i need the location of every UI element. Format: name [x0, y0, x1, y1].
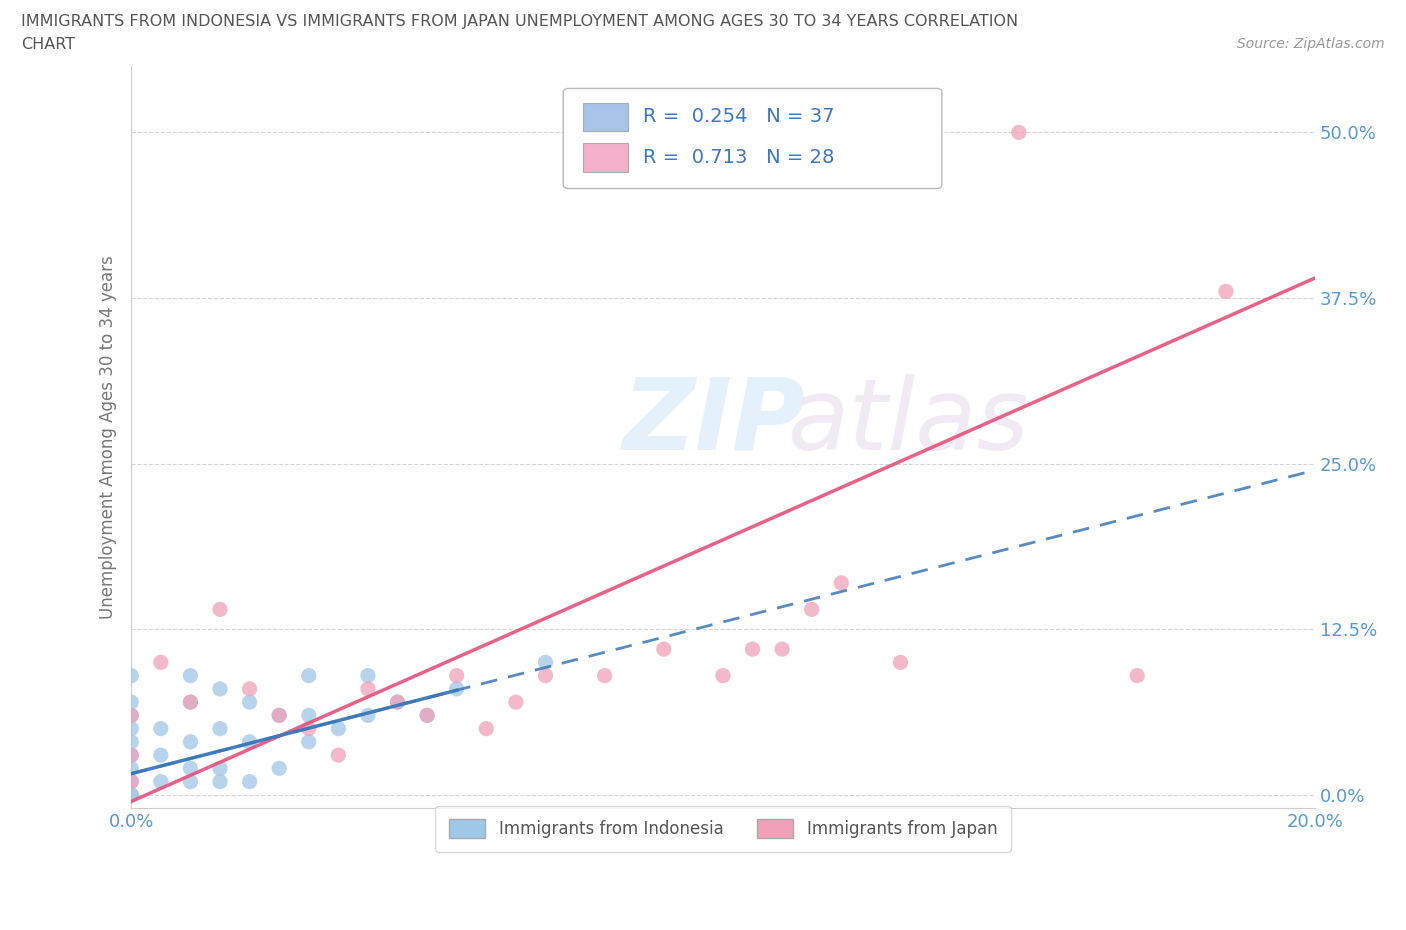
Point — [357, 668, 380, 683]
Point — [446, 668, 468, 683]
Y-axis label: Unemployment Among Ages 30 to 34 years: Unemployment Among Ages 30 to 34 years — [100, 255, 117, 619]
Point — [120, 774, 142, 789]
Text: R =  0.713   N = 28: R = 0.713 N = 28 — [643, 148, 834, 166]
Point — [770, 642, 793, 657]
Text: IMMIGRANTS FROM INDONESIA VS IMMIGRANTS FROM JAPAN UNEMPLOYMENT AMONG AGES 30 TO: IMMIGRANTS FROM INDONESIA VS IMMIGRANTS … — [21, 14, 1018, 29]
Point — [239, 774, 262, 789]
Point — [208, 682, 231, 697]
Point — [505, 695, 527, 710]
Point — [593, 668, 616, 683]
Point — [416, 708, 439, 723]
Point — [149, 721, 172, 736]
Point — [269, 708, 291, 723]
Bar — [583, 102, 628, 131]
Text: atlas: atlas — [789, 374, 1029, 471]
Point — [149, 748, 172, 763]
Text: CHART: CHART — [21, 37, 75, 52]
Point — [387, 695, 409, 710]
Text: Source: ZipAtlas.com: Source: ZipAtlas.com — [1237, 37, 1385, 51]
Point — [269, 708, 291, 723]
Point — [534, 655, 557, 670]
Point — [1126, 668, 1149, 683]
Point — [120, 788, 142, 803]
Point — [239, 735, 262, 750]
Point — [179, 735, 201, 750]
Point — [1008, 125, 1031, 140]
Point — [298, 721, 321, 736]
Point — [652, 642, 675, 657]
Point — [120, 788, 142, 803]
Point — [179, 695, 201, 710]
FancyBboxPatch shape — [564, 88, 942, 189]
Point — [179, 774, 201, 789]
Point — [239, 695, 262, 710]
Point — [534, 668, 557, 683]
Point — [179, 695, 201, 710]
Point — [328, 748, 350, 763]
Point — [149, 655, 172, 670]
Bar — [583, 143, 628, 171]
Point — [120, 761, 142, 776]
Point — [800, 602, 823, 617]
Point — [357, 682, 380, 697]
Point — [120, 748, 142, 763]
Point — [120, 695, 142, 710]
Text: R =  0.254   N = 37: R = 0.254 N = 37 — [643, 107, 834, 126]
Point — [120, 735, 142, 750]
Point — [120, 774, 142, 789]
Point — [179, 761, 201, 776]
Text: ZIP: ZIP — [623, 374, 806, 471]
Point — [120, 708, 142, 723]
Point — [208, 774, 231, 789]
Point — [741, 642, 763, 657]
Point — [208, 721, 231, 736]
Point — [120, 721, 142, 736]
Point — [889, 655, 911, 670]
Point — [208, 761, 231, 776]
Point — [328, 721, 350, 736]
Point — [475, 721, 498, 736]
Point — [446, 682, 468, 697]
Point — [179, 668, 201, 683]
Point — [298, 735, 321, 750]
Point — [298, 668, 321, 683]
Point — [269, 761, 291, 776]
Point — [239, 682, 262, 697]
Point — [149, 774, 172, 789]
Point — [208, 602, 231, 617]
Legend: Immigrants from Indonesia, Immigrants from Japan: Immigrants from Indonesia, Immigrants fr… — [436, 805, 1011, 852]
Point — [298, 708, 321, 723]
Point — [120, 748, 142, 763]
Point — [387, 695, 409, 710]
Point — [416, 708, 439, 723]
Point — [120, 708, 142, 723]
Point — [120, 668, 142, 683]
Point — [830, 576, 852, 591]
Point — [357, 708, 380, 723]
Point — [1215, 284, 1237, 299]
Point — [711, 668, 734, 683]
